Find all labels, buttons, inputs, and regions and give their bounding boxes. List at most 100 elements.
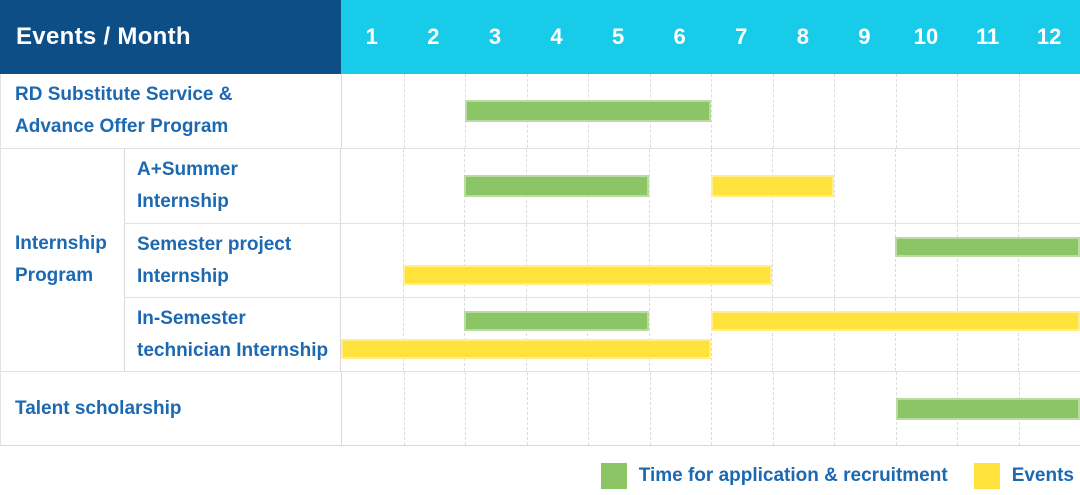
- month-gridline: [1018, 149, 1019, 223]
- legend-label-yellow: Events: [1012, 465, 1074, 487]
- month-gridline: [403, 149, 404, 223]
- month-header-cell-7: 7: [710, 0, 772, 74]
- month-gridline: [650, 372, 651, 445]
- month-header-cell-8: 8: [772, 0, 834, 74]
- month-gridline: [834, 372, 835, 445]
- month-gridline: [1018, 224, 1019, 297]
- label-line: In-Semester: [137, 303, 340, 335]
- month-gridline: [1019, 74, 1020, 148]
- month-gridline: [527, 372, 528, 445]
- label-line: A+Summer: [137, 154, 340, 186]
- row-chart-area-semester-project-internship: [341, 224, 1080, 297]
- label-line: RD Substitute Service &: [15, 79, 341, 111]
- row-label-talent-scholarship: Talent scholarship: [1, 372, 342, 445]
- gantt-body: RD Substitute Service &Advance Offer Pro…: [0, 74, 1080, 446]
- month-gridline: [587, 298, 588, 371]
- month-header-cell-1: 1: [341, 0, 403, 74]
- month-gridline: [711, 74, 712, 148]
- month-gridline: [772, 224, 773, 297]
- label-line: Internship: [15, 228, 124, 260]
- month-gridline: [834, 224, 835, 297]
- row-chart-area-a-plus-summer-internship: [341, 149, 1080, 223]
- legend-swatch-yellow: [974, 463, 1000, 489]
- month-gridline: [773, 74, 774, 148]
- month-gridline: [895, 149, 896, 223]
- month-gridline: [404, 372, 405, 445]
- month-gridline: [588, 372, 589, 445]
- row-talent-scholarship: Talent scholarship: [1, 371, 1080, 445]
- row-chart-area-in-semester-technician-internship: [341, 298, 1080, 371]
- month-gridline: [834, 298, 835, 371]
- label-line: Internship: [137, 261, 340, 293]
- bar-yellow: [711, 175, 834, 197]
- row-chart-area-rd-substitute-service: [342, 74, 1080, 148]
- month-gridline: [834, 149, 835, 223]
- month-gridline: [957, 224, 958, 297]
- bar-green: [896, 398, 1080, 420]
- month-gridline: [957, 298, 958, 371]
- bar-yellow: [711, 311, 1080, 331]
- row-rd-substitute-service: RD Substitute Service &Advance Offer Pro…: [1, 74, 1080, 148]
- month-gridline: [464, 298, 465, 371]
- month-gridline: [711, 298, 712, 371]
- month-gridline: [772, 298, 773, 371]
- bar-yellow: [403, 265, 773, 285]
- header-title: Events / Month: [0, 0, 341, 74]
- bar-green: [464, 175, 649, 197]
- bar-green: [464, 311, 649, 331]
- month-header-cell-11: 11: [957, 0, 1019, 74]
- month-gridline: [649, 149, 650, 223]
- month-gridline: [403, 298, 404, 371]
- row-label-rd-substitute-service: RD Substitute Service &Advance Offer Pro…: [1, 74, 342, 148]
- month-gridline: [1018, 298, 1019, 371]
- legend-swatch-green: [601, 463, 627, 489]
- month-gridline: [649, 224, 650, 297]
- bar-green: [465, 100, 711, 122]
- month-gridline: [895, 298, 896, 371]
- row-chart-area-talent-scholarship: [342, 372, 1080, 445]
- month-gridline: [403, 224, 404, 297]
- month-gridline: [526, 298, 527, 371]
- bar-yellow: [341, 339, 711, 359]
- month-gridline: [773, 372, 774, 445]
- month-gridline: [895, 224, 896, 297]
- month-gridline: [649, 298, 650, 371]
- legend: Time for application & recruitment Events: [0, 446, 1080, 495]
- legend-label-green: Time for application & recruitment: [639, 465, 948, 487]
- month-gridline: [957, 149, 958, 223]
- label-line: technician Internship: [137, 335, 340, 367]
- label-line: Program: [15, 260, 124, 292]
- month-gridline: [711, 372, 712, 445]
- month-gridline: [465, 372, 466, 445]
- month-header-cell-2: 2: [403, 0, 465, 74]
- label-line: Semester project: [137, 229, 340, 261]
- month-header-cell-4: 4: [526, 0, 588, 74]
- label-line: Advance Offer Program: [15, 111, 341, 143]
- month-gridline: [464, 224, 465, 297]
- month-gridline: [896, 74, 897, 148]
- month-gridline: [834, 74, 835, 148]
- legend-item-yellow: Events: [974, 463, 1074, 489]
- month-gridline: [587, 224, 588, 297]
- month-header-cell-10: 10: [895, 0, 957, 74]
- month-header-cell-9: 9: [834, 0, 896, 74]
- month-header-cell-6: 6: [649, 0, 711, 74]
- legend-item-green: Time for application & recruitment: [601, 463, 948, 489]
- month-gridline: [711, 224, 712, 297]
- month-header-cell-12: 12: [1018, 0, 1080, 74]
- month-header-cell-3: 3: [464, 0, 526, 74]
- month-header-cell-5: 5: [587, 0, 649, 74]
- label-line: Talent scholarship: [15, 393, 341, 425]
- month-gridline: [526, 224, 527, 297]
